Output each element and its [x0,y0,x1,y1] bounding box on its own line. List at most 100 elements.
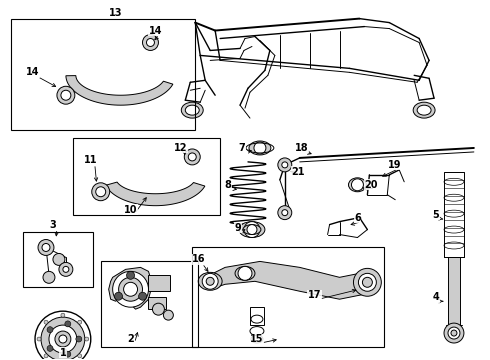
Circle shape [143,35,158,50]
Circle shape [444,323,464,343]
Text: 2: 2 [127,334,134,344]
Circle shape [282,162,288,168]
Text: 13: 13 [109,8,122,18]
Circle shape [206,277,214,285]
Text: 10: 10 [124,205,137,215]
Text: 12: 12 [173,143,187,153]
Text: 9: 9 [235,222,242,233]
Ellipse shape [239,222,265,238]
Circle shape [126,271,135,279]
Ellipse shape [413,102,435,118]
Circle shape [78,354,82,358]
Circle shape [363,277,372,287]
Text: 1: 1 [59,348,66,358]
Circle shape [451,330,457,336]
Ellipse shape [181,102,203,118]
Bar [444,172,464,257]
Bar [250,307,264,325]
Polygon shape [109,267,152,309]
Circle shape [47,345,53,351]
Text: 17: 17 [308,290,321,300]
Circle shape [152,303,165,315]
Circle shape [278,158,292,172]
Bar [23,231,93,287]
Circle shape [43,271,55,283]
Text: 11: 11 [84,155,98,165]
Circle shape [238,266,252,280]
Circle shape [65,351,71,357]
Circle shape [448,327,460,339]
Circle shape [115,292,122,300]
Ellipse shape [185,105,199,115]
Circle shape [44,354,48,358]
Circle shape [61,313,65,317]
Circle shape [202,273,218,289]
Circle shape [163,310,173,320]
Circle shape [282,210,288,216]
Circle shape [35,311,91,360]
Circle shape [49,325,77,353]
Circle shape [119,277,143,301]
Circle shape [63,266,69,273]
Circle shape [351,179,364,191]
Circle shape [38,239,54,256]
Ellipse shape [198,273,222,290]
Text: 18: 18 [295,143,309,153]
Ellipse shape [348,178,367,192]
Circle shape [55,331,71,347]
Circle shape [188,153,196,161]
Circle shape [85,337,89,341]
Text: 16: 16 [192,255,205,264]
Text: 14: 14 [26,67,40,77]
Text: 6: 6 [354,213,361,222]
Bar [101,261,198,347]
Circle shape [184,149,200,165]
Ellipse shape [417,105,431,115]
Circle shape [41,317,85,360]
Bar [192,247,384,347]
Polygon shape [105,182,205,206]
Circle shape [37,337,41,341]
Circle shape [57,86,75,104]
Circle shape [123,282,138,296]
Circle shape [147,39,154,46]
Polygon shape [66,76,173,105]
Circle shape [278,206,292,220]
Circle shape [96,187,106,197]
Text: 5: 5 [433,210,440,220]
Bar [148,297,167,309]
Ellipse shape [235,266,255,280]
Text: 3: 3 [49,220,56,230]
Text: 15: 15 [250,334,264,344]
Circle shape [78,320,82,324]
Bar [148,275,171,291]
Text: 20: 20 [365,180,378,190]
Text: 8: 8 [224,180,231,190]
Bar [11,19,195,130]
Circle shape [353,268,381,296]
Text: 4: 4 [433,292,440,302]
Circle shape [47,327,53,333]
Circle shape [254,142,266,154]
Circle shape [247,225,257,234]
Bar [448,257,460,325]
Polygon shape [205,261,374,299]
Circle shape [65,321,71,327]
Text: 21: 21 [291,167,304,177]
Circle shape [359,273,376,291]
Circle shape [92,183,110,201]
Circle shape [44,320,48,324]
Circle shape [42,243,50,251]
Text: 14: 14 [148,26,162,36]
Circle shape [61,90,71,100]
Circle shape [59,262,73,276]
Bar [73,138,220,215]
Ellipse shape [249,141,271,155]
Circle shape [113,271,148,307]
Circle shape [76,336,82,342]
Circle shape [53,253,65,265]
Text: 7: 7 [239,143,245,153]
Circle shape [59,335,67,343]
Ellipse shape [243,225,261,234]
Circle shape [244,222,260,238]
